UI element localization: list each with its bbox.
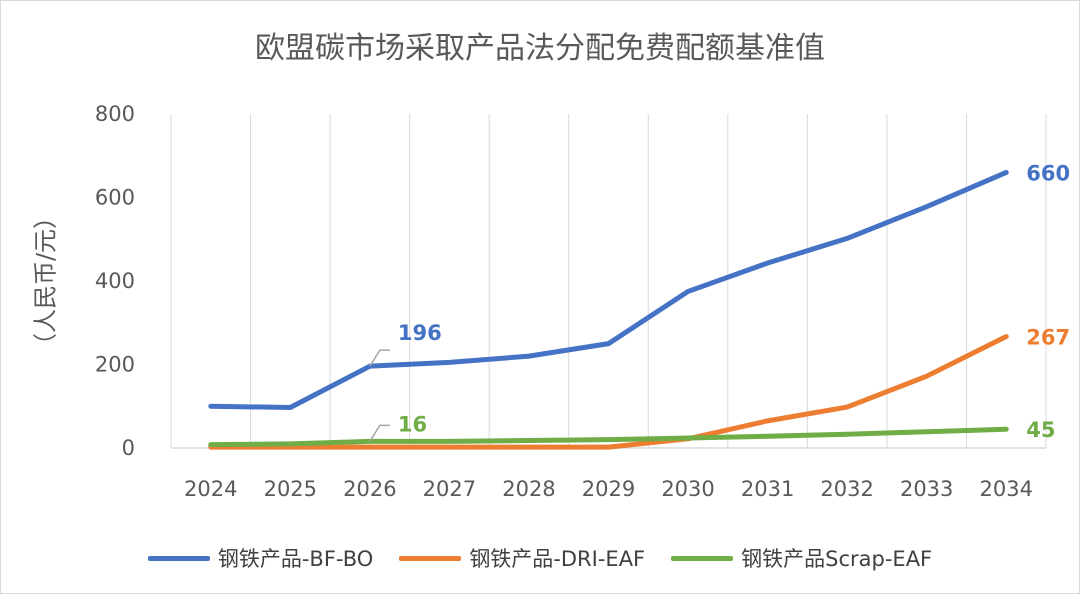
x-tick-label: 2027 xyxy=(423,477,476,501)
x-tick-label: 2030 xyxy=(661,477,714,501)
y-tick-label: 600 xyxy=(95,186,135,210)
y-tick-label: 800 xyxy=(95,102,135,126)
y-tick-label: 200 xyxy=(95,353,135,377)
series-line xyxy=(208,169,1009,411)
x-tick-label: 2033 xyxy=(900,477,953,501)
x-tick-label: 2029 xyxy=(582,477,635,501)
legend: 钢铁产品-BF-BO 钢铁产品-DRI-EAF 钢铁产品Scrap-EAF xyxy=(1,543,1079,573)
y-tick-label: 0 xyxy=(122,436,135,460)
x-tick-label: 2032 xyxy=(820,477,873,501)
x-tick-label: 2024 xyxy=(184,477,237,501)
legend-label: 钢铁产品Scrap-EAF xyxy=(741,547,933,571)
legend-swatch xyxy=(671,555,734,561)
x-tick-label: 2026 xyxy=(343,477,396,501)
legend-item: 钢铁产品-DRI-EAF xyxy=(399,543,645,573)
series-line xyxy=(208,334,1009,450)
legend-item: 钢铁产品Scrap-EAF xyxy=(671,543,932,573)
data-label: 660 xyxy=(1026,161,1070,185)
x-tick-label: 2025 xyxy=(264,477,317,501)
data-label-callout xyxy=(369,349,390,367)
data-label-callout xyxy=(369,424,390,442)
data-label: 196 xyxy=(398,321,442,345)
legend-item: 钢铁产品-BF-BO xyxy=(147,543,374,573)
legend-label: 钢铁产品-DRI-EAF xyxy=(469,547,646,571)
data-label: 16 xyxy=(398,412,427,436)
series-line xyxy=(208,426,1009,448)
legend-swatch xyxy=(399,555,462,561)
legend-label: 钢铁产品-BF-BO xyxy=(217,547,374,571)
y-tick-label: 400 xyxy=(95,269,135,293)
data-label: 267 xyxy=(1026,326,1070,350)
data-label: 45 xyxy=(1026,418,1055,442)
x-tick-label: 2031 xyxy=(741,477,794,501)
x-tick-label: 2028 xyxy=(502,477,555,501)
legend-swatch xyxy=(147,555,210,561)
chart-title: 欧盟碳市场采取产品法分配免费配额基准值 xyxy=(255,31,825,66)
x-tick-label: 2034 xyxy=(980,477,1033,501)
